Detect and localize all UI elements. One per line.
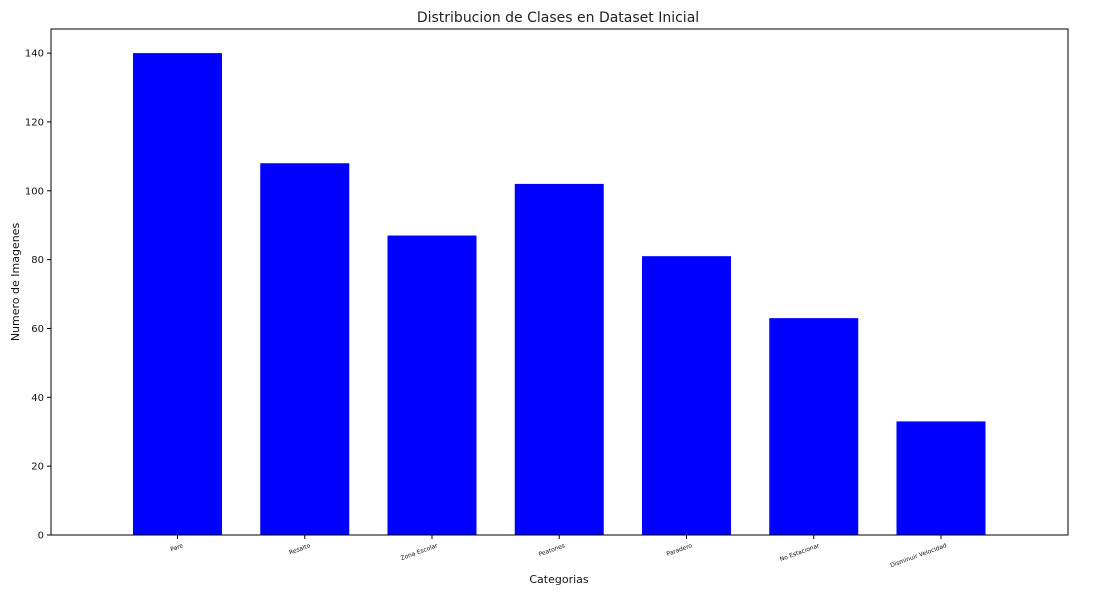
- x-tick-label: Peatones: [538, 542, 566, 558]
- y-tick-label: 140: [25, 49, 44, 60]
- bar-pare: [133, 53, 222, 535]
- x-axis: Pare Resalto Zona Escolar Peatones Paradero N…: [170, 535, 948, 569]
- bar-peatones: [514, 183, 604, 536]
- x-tick-label: No Estacionar: [779, 542, 821, 563]
- x-tick-label: Paradero: [666, 542, 694, 558]
- bar-disminuir-velocidad: [896, 421, 986, 535]
- x-tick-label: Disminuir Velocidad: [889, 542, 947, 569]
- y-tick-label: 120: [25, 117, 44, 128]
- y-tick-label: 0: [38, 531, 44, 542]
- bar-zona-escolar: [387, 235, 477, 535]
- bar-resalto: [260, 163, 350, 535]
- x-axis-label: Categorias: [529, 573, 589, 586]
- x-tick-label: Resalto: [288, 542, 311, 556]
- y-axis: 0 20 40 60 80 100 120 140: [25, 49, 51, 542]
- chart-title: Distribucion de Clases en Dataset Inicia…: [417, 10, 699, 26]
- y-tick-label: 80: [31, 255, 44, 266]
- bar-paradero: [642, 256, 731, 535]
- x-tick-label: Pare: [170, 542, 185, 553]
- y-axis-label: Numero de Imagenes: [9, 223, 22, 342]
- bar-no-estacionar: [769, 318, 859, 535]
- y-tick-label: 100: [25, 186, 44, 197]
- x-tick-label: Zona Escolar: [400, 542, 439, 562]
- bars-group: [133, 53, 986, 536]
- y-tick-label: 60: [31, 324, 44, 335]
- y-tick-label: 20: [31, 462, 44, 473]
- y-tick-label: 40: [31, 393, 44, 404]
